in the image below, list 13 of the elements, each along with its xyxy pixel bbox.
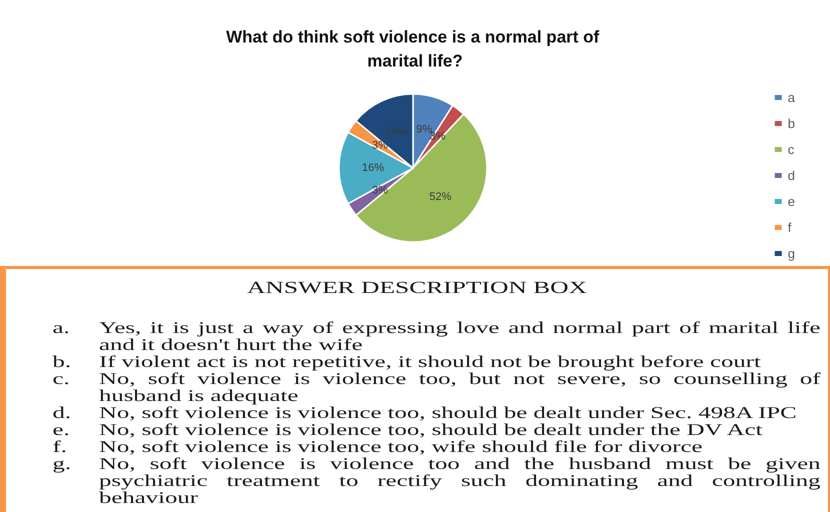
chart-title: What do think soft violence is a normal part of marital life? — [226, 28, 604, 70]
legend-label: d — [788, 168, 796, 183]
legend-label: b — [788, 116, 796, 131]
legend-label: e — [788, 194, 796, 209]
legend-label: c — [788, 142, 795, 157]
description-panel: ANSWER DESCRIPTION BOX a. Yes, it is just a way of expressing love and normal part of marital life and it doesn't hurt the wife b. If violent act is not repetitive, it should not be brought before court c. No, soft violence is violence too, but not severe, so counselling of husband is adequate d. No, soft violence is violence too, should be dealt under Sec. 498A IPC e. No, soft violence is violence too, should be dealt under the DV Act f. No, soft violence is violence too, wife should file for divorce g. No, soft violence is violence too and the husband must be given psychiatric treatment to rectify such dominating and controlling behaviour — [0, 266, 830, 512]
legend-label: f — [788, 220, 792, 235]
data-label: 9% — [416, 124, 432, 136]
legend-label: a — [788, 90, 796, 105]
data-label: 16% — [362, 162, 384, 174]
legend-label: g — [788, 246, 796, 261]
data-label: 52% — [429, 191, 452, 204]
data-label: 14% — [384, 126, 408, 138]
